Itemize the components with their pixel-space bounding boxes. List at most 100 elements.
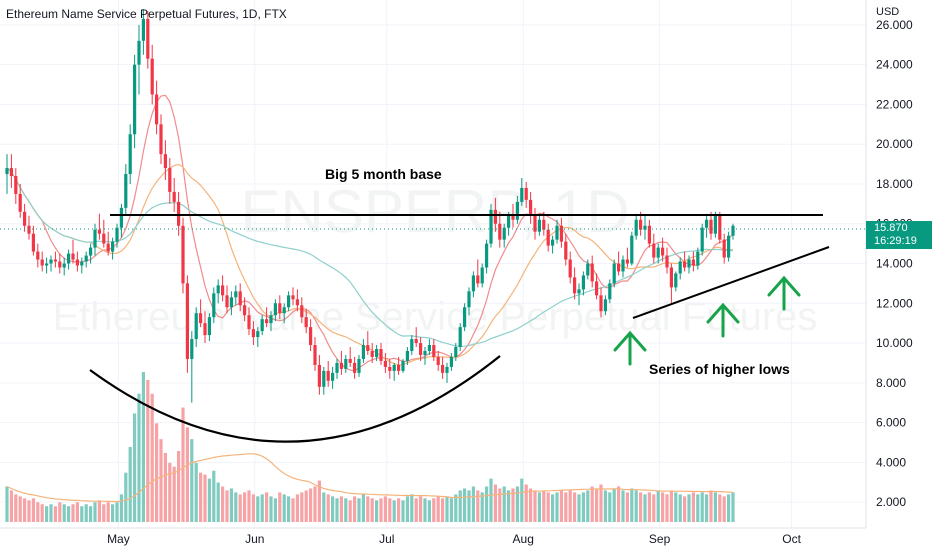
candle-body	[683, 261, 687, 268]
candle-body	[370, 351, 374, 357]
candle	[608, 279, 612, 304]
volume-bar	[295, 494, 299, 522]
candle	[49, 255, 53, 272]
watermark-name: Ethereum Name Service Perpetual Futures	[53, 295, 818, 339]
candle-body	[691, 259, 695, 266]
volume-bar	[216, 482, 220, 522]
candle	[375, 345, 379, 361]
candle-body	[300, 305, 304, 318]
candle-body	[608, 283, 612, 300]
volume-bar	[476, 490, 480, 522]
volume-bar	[5, 486, 9, 522]
candle-body	[397, 364, 401, 371]
candle-body	[177, 201, 181, 226]
x-axis[interactable]: May Jun Jul Aug Sep Oct	[0, 527, 866, 546]
candle-body	[124, 174, 128, 208]
volume-bar	[436, 496, 440, 522]
candle	[595, 273, 599, 300]
candle	[18, 183, 22, 218]
candle-body	[190, 339, 194, 359]
volume-bar	[207, 478, 211, 522]
volume-bar	[339, 496, 343, 522]
volume-bar	[119, 494, 123, 522]
arrow-up-icon	[706, 302, 740, 338]
volume-bar	[683, 496, 687, 522]
y-tick-label: 2.000	[876, 495, 906, 509]
candle-body	[533, 215, 537, 232]
volume-bar	[480, 492, 484, 522]
volume-bar	[573, 492, 577, 522]
candle	[357, 354, 361, 377]
candle-body	[287, 295, 291, 308]
candle-body	[163, 154, 167, 169]
candle	[309, 319, 313, 351]
volume-bar	[537, 492, 541, 522]
volume-bar	[722, 496, 726, 522]
volume-bar	[23, 498, 27, 522]
candle	[634, 213, 638, 240]
last-price: 15.870	[874, 222, 908, 234]
candle-body	[36, 251, 40, 260]
candle-body	[630, 235, 634, 264]
candle	[300, 297, 304, 324]
candle	[265, 307, 269, 328]
candle	[441, 356, 445, 379]
volume-bar	[326, 494, 330, 522]
candle	[84, 251, 88, 268]
volume-bar	[27, 500, 31, 522]
x-tick-label: Oct	[782, 532, 801, 546]
volume-bar	[370, 498, 374, 522]
candle-body	[489, 209, 493, 244]
volume-bar	[467, 490, 471, 522]
volume-bar	[97, 500, 101, 522]
volume-bar	[190, 439, 194, 522]
support-trendline	[632, 246, 830, 319]
candle	[520, 178, 524, 206]
candle	[177, 191, 181, 236]
candle	[5, 154, 9, 194]
candle-body	[9, 168, 13, 177]
candle-body	[568, 259, 572, 278]
volume-bar	[617, 486, 621, 522]
volume-bar	[621, 490, 625, 522]
candle-body	[383, 360, 387, 367]
y-axis[interactable]: 26.00024.00022.00020.00018.00016.00014.0…	[865, 0, 913, 528]
candle-body	[168, 168, 172, 192]
volume-bar	[397, 498, 401, 522]
volume-bar	[405, 496, 409, 522]
volume-bar	[185, 427, 189, 522]
volume-bar	[357, 498, 361, 522]
volume-bar	[669, 490, 673, 522]
volume-bar	[322, 492, 326, 522]
candle	[80, 257, 84, 274]
volume-bar	[445, 496, 449, 522]
candle	[454, 343, 458, 361]
candle	[295, 289, 299, 312]
candle-body	[639, 219, 643, 230]
candle-body	[322, 370, 326, 387]
candle	[643, 215, 647, 240]
candle	[529, 191, 533, 224]
candle-body	[53, 259, 57, 262]
candle-body	[67, 253, 71, 264]
volume-bar	[634, 490, 638, 522]
candle	[696, 247, 700, 270]
volume-bar	[137, 393, 141, 522]
volume-bar	[441, 498, 445, 522]
candle	[221, 275, 225, 302]
volume-bar	[172, 466, 176, 522]
candle	[185, 275, 189, 373]
candle	[436, 351, 440, 371]
candle-body	[260, 319, 264, 332]
y-tick-label: 14.000	[876, 257, 913, 271]
candle	[559, 217, 563, 248]
candle-body	[511, 215, 515, 220]
candle	[339, 351, 343, 375]
volume-bar	[335, 498, 339, 522]
candle-body	[335, 362, 339, 373]
volume-bar	[665, 494, 669, 522]
candle-body	[700, 227, 704, 252]
candle	[326, 360, 330, 387]
candle-body	[524, 187, 528, 200]
